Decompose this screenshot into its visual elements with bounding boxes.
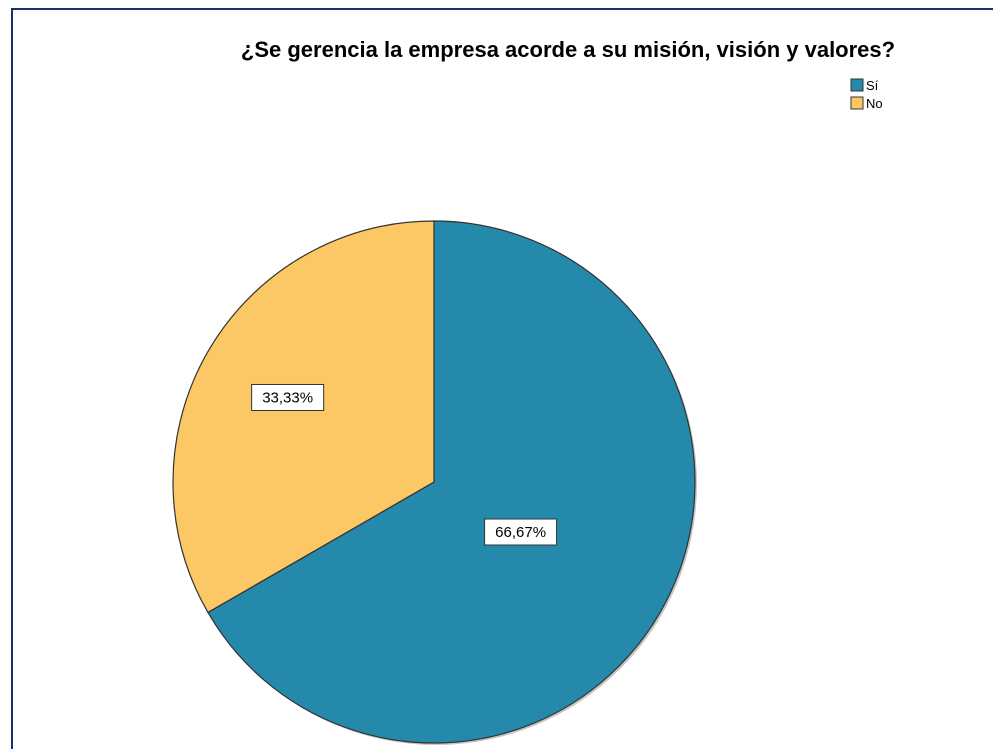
legend-swatch-no — [850, 96, 864, 110]
pie-slices — [172, 220, 697, 745]
legend-label-si: Sí — [866, 78, 879, 93]
data-label-no: 33,33% — [251, 383, 325, 411]
data-label-box — [251, 383, 325, 411]
data-label-box — [484, 518, 558, 546]
chart-title: ¿Se gerencia la empresa acorde a su misi… — [241, 37, 895, 62]
data-label-text: 33,33% — [262, 389, 313, 406]
data-label-si: 66,67% — [484, 518, 558, 546]
legend-swatch-si — [850, 78, 864, 92]
legend-label-no: No — [866, 96, 883, 111]
pie-slice-si — [207, 220, 696, 744]
legend: Sí No — [850, 78, 883, 111]
pie-labels: 66,67% 33,33% — [251, 383, 558, 546]
pie-slice-no — [172, 220, 435, 614]
data-label-text: 66,67% — [495, 524, 546, 541]
